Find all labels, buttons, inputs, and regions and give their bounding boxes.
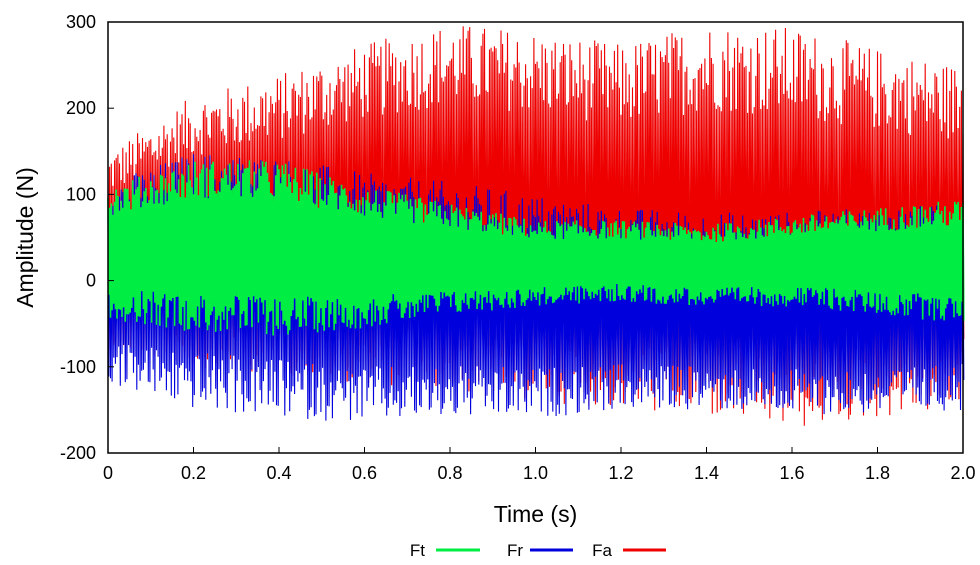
x-tick-label: 1.6 xyxy=(779,463,804,483)
y-tick-label: -200 xyxy=(60,443,96,463)
legend-label-fr: Fr xyxy=(507,541,523,560)
y-tick-label: 100 xyxy=(66,184,96,204)
legend: Ft Fr Fa xyxy=(410,541,666,560)
series-layer xyxy=(107,26,965,426)
legend-label-ft: Ft xyxy=(410,541,425,560)
x-tick-label: 0.2 xyxy=(181,463,206,483)
y-tick-label: 200 xyxy=(66,98,96,118)
y-tick-label: -100 xyxy=(60,357,96,377)
y-axis: -200 -100 0 100 200 300 xyxy=(60,12,114,463)
y-axis-label: Amplitude (N) xyxy=(12,167,38,308)
x-tick-label: 1.0 xyxy=(523,463,548,483)
x-tick-label: 1.2 xyxy=(608,463,633,483)
legend-label-fa: Fa xyxy=(592,541,612,560)
y-tick-label: 300 xyxy=(66,12,96,32)
x-tick-label: 0 xyxy=(103,463,113,483)
x-tick-label: 0.4 xyxy=(266,463,291,483)
y-tick-label: 0 xyxy=(86,271,96,291)
x-tick-label: 1.4 xyxy=(694,463,719,483)
x-tick-label: 1.8 xyxy=(865,463,890,483)
x-tick-label: 2.0 xyxy=(950,463,975,483)
x-axis: 0 0.2 0.4 0.6 0.8 1.0 1.2 1.4 1.6 1.8 2.0 xyxy=(103,447,976,483)
x-tick-label: 0.8 xyxy=(437,463,462,483)
series-line-ft xyxy=(107,160,965,336)
x-axis-label: Time (s) xyxy=(494,501,577,527)
x-tick-label: 0.6 xyxy=(352,463,377,483)
